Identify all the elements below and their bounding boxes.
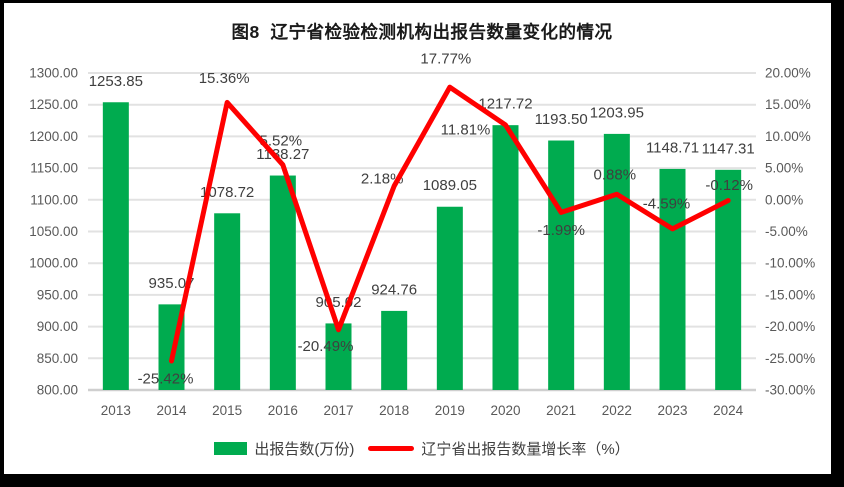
- x-axis-label-2014: 2014: [156, 403, 187, 418]
- legend-bar-label: 出报告数(万份): [254, 440, 355, 458]
- bar-label-2021: 1193.50: [535, 111, 588, 128]
- y-axis-left-tick: 1300.00: [29, 66, 78, 81]
- y-axis-left-tick: 950.00: [37, 287, 78, 302]
- y-axis-right-tick: -5.00%: [765, 224, 808, 239]
- legend-bar-swatch: [214, 441, 248, 455]
- y-axis-right-tick: 15.00%: [765, 97, 811, 112]
- bar-label-2014: 935.07: [149, 275, 195, 292]
- y-axis-right-tick: 20.00%: [765, 66, 811, 81]
- frame-border-bottom: [0, 474, 844, 487]
- x-axis-label-2015: 2015: [212, 403, 242, 418]
- bar-2015: [214, 213, 241, 390]
- y-axis-left-tick: 1150.00: [30, 161, 78, 176]
- chart-title: 图8 辽宁省检验检测机构出报告数量变化的情况: [231, 22, 613, 42]
- bar-label-2019: 1089.05: [423, 177, 477, 194]
- y-axis-left-tick: 1100.00: [30, 192, 78, 207]
- y-axis-right-tick: -15.00%: [765, 287, 815, 302]
- x-axis-label-2018: 2018: [379, 403, 409, 418]
- bar-2016: [269, 175, 296, 390]
- line-label-2014: -25.42%: [138, 370, 194, 387]
- bar-label-2013: 1253.85: [89, 73, 143, 90]
- line-label-2017: -20.49%: [298, 338, 354, 355]
- bar-label-2017: 905.02: [316, 294, 362, 311]
- y-axis-right-tick: 10.00%: [765, 129, 811, 144]
- y-axis-left-tick: 1050.00: [29, 224, 78, 239]
- frame-border-right: [831, 0, 844, 487]
- bar-2013: [102, 102, 129, 391]
- y-axis-left-tick: 800.00: [37, 383, 78, 398]
- x-axis-label-2019: 2019: [435, 403, 465, 418]
- x-axis-label-2017: 2017: [323, 403, 353, 418]
- line-label-2020: 11.81%: [441, 121, 491, 138]
- y-axis-right-tick: 5.00%: [765, 161, 803, 176]
- y-axis-right-tick: -10.00%: [765, 256, 815, 271]
- x-axis-label-2021: 2021: [546, 403, 576, 418]
- y-axis-right-tick: -20.00%: [765, 319, 815, 334]
- bar-label-2018: 924.76: [371, 281, 417, 298]
- y-axis-right-tick: -30.00%: [765, 383, 815, 398]
- bar-2022: [603, 133, 630, 391]
- line-label-2024: -0.12%: [705, 177, 753, 194]
- y-axis-right-tick: 0.00%: [765, 192, 803, 207]
- y-axis-left-tick: 900.00: [37, 319, 78, 334]
- x-axis-label-2020: 2020: [490, 403, 520, 418]
- bar-2019: [436, 206, 463, 390]
- x-axis-label-2013: 2013: [101, 403, 131, 418]
- growth-rate-line: [169, 84, 731, 364]
- bar-label-2023: 1148.71: [646, 139, 699, 156]
- y-axis-left-tick: 1000.00: [29, 256, 78, 271]
- legend-line-swatch: [368, 445, 415, 451]
- line-label-2021: -1.99%: [537, 222, 585, 239]
- bar-2020: [492, 125, 519, 390]
- bar-2023: [659, 168, 686, 390]
- frame-border-left: [0, 0, 4, 487]
- line-label-2019: 17.77%: [420, 51, 471, 68]
- line-label-2015: 15.36%: [199, 70, 250, 87]
- line-label-2018: 2.18%: [361, 170, 404, 187]
- y-axis-right-tick: -25.00%: [765, 351, 815, 366]
- bar-label-2015: 1078.72: [200, 184, 254, 201]
- line-label-2016: 5.52%: [260, 132, 303, 149]
- y-axis-left-tick: 1200.00: [29, 129, 78, 144]
- x-axis-label-2023: 2023: [657, 403, 687, 418]
- line-label-2022: 0.88%: [594, 167, 637, 184]
- bar-2021: [548, 140, 575, 390]
- line-label-2023: -4.59%: [643, 195, 691, 212]
- bar-label-2020: 1217.72: [478, 96, 532, 113]
- y-axis-left-tick: 850.00: [37, 351, 78, 366]
- legend-line-label: 辽宁省出报告数量增长率（%）: [421, 440, 630, 458]
- x-axis-label-2022: 2022: [602, 403, 632, 418]
- y-axis-left-tick: 1250.00: [29, 97, 78, 112]
- x-axis-label-2024: 2024: [713, 403, 744, 418]
- bar-2018: [381, 310, 408, 390]
- bar-2017: [325, 323, 352, 390]
- plot-area: 1300.00 20.00% 1250.00 15.00% 1200.00 10.00% 1…: [29, 51, 815, 418]
- frame-border-top: [0, 0, 844, 3]
- bar-label-2024: 1147.31: [702, 140, 755, 157]
- bar-label-2022: 1203.95: [590, 104, 644, 121]
- legend: 出报告数(万份) 辽宁省出报告数量增长率（%）: [0, 437, 844, 459]
- x-axis-label-2016: 2016: [268, 403, 298, 418]
